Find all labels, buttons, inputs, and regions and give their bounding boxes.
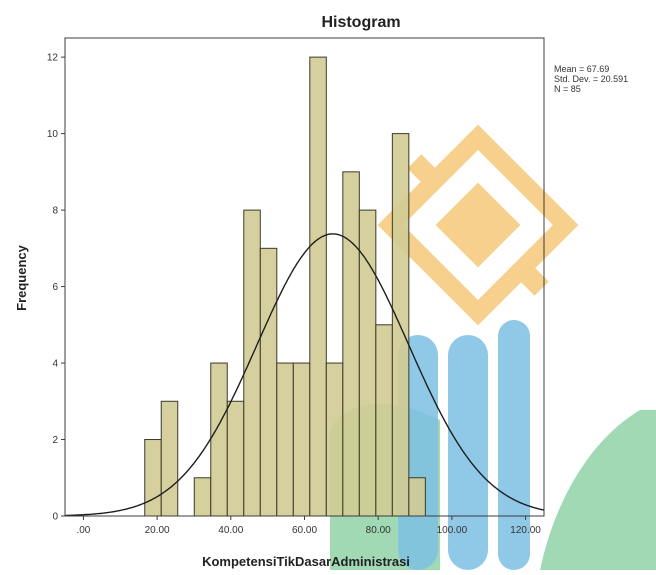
histogram-bar-14: [391, 133, 410, 517]
stats-std-dev: Std. Dev. = 20.591: [554, 74, 628, 84]
histogram-bar-15: [408, 477, 426, 517]
histogram-bar-2: [193, 477, 212, 517]
histogram-bar-10: [325, 362, 344, 517]
x-axis-label: KompetensiTikDasarAdministrasi: [202, 554, 410, 569]
histogram-bar-7: [276, 362, 294, 517]
y-axis: 0 2 4 6 8 10 12: [47, 53, 65, 523]
x-tick-label-5: 100.00: [437, 525, 468, 536]
chart-title: Histogram: [321, 14, 400, 31]
y-tick-label-6: 12: [47, 53, 59, 64]
stats-mean: Mean = 67.69: [554, 64, 609, 74]
histogram-bar-4: [226, 400, 245, 517]
watermark-orange-emblem: [377, 124, 579, 326]
x-tick-label-2: 40.00: [218, 525, 243, 536]
watermark-logo: [330, 124, 656, 570]
y-tick-label-1: 2: [52, 435, 58, 446]
histogram-bar-9: [309, 56, 327, 517]
bars-layer: [144, 56, 426, 517]
histogram-bar-12: [358, 209, 377, 517]
histogram-bar-3: [210, 362, 228, 517]
histogram-bar-13: [375, 324, 393, 517]
x-tick-label-4: 80.00: [366, 525, 391, 536]
stats-n: N = 85: [554, 84, 581, 94]
x-axis: .00 20.00 40.00 60.00 80.00 100.00 120.00: [76, 516, 541, 536]
histogram-bar-5: [243, 209, 261, 517]
y-tick-label-5: 10: [47, 129, 59, 140]
watermark-blue-bar-2: [448, 335, 488, 570]
histogram-bar-1: [160, 400, 179, 517]
y-tick-label-3: 6: [52, 282, 58, 293]
histogram-bar-8: [292, 362, 311, 517]
y-tick-label-0: 0: [52, 512, 58, 523]
stats-legend: Mean = 67.69 Std. Dev. = 20.591 N = 85: [554, 64, 628, 94]
normal-curve: [65, 233, 545, 517]
watermark-blue-bar-3: [498, 320, 530, 570]
histogram-bar-11: [342, 171, 360, 517]
watermark-green-leaf-right: [540, 410, 656, 570]
x-tick-label-1: 20.00: [145, 525, 170, 536]
x-tick-label-3: 60.00: [292, 525, 317, 536]
x-tick-label-6: 120.00: [510, 525, 541, 536]
y-axis-label: Frequency: [14, 244, 29, 311]
y-tick-label-2: 4: [52, 359, 58, 370]
histogram-bar-6: [259, 247, 278, 517]
x-tick-label-0: .00: [76, 525, 90, 536]
histogram-bar-0: [144, 439, 162, 517]
y-tick-label-4: 8: [52, 206, 58, 217]
